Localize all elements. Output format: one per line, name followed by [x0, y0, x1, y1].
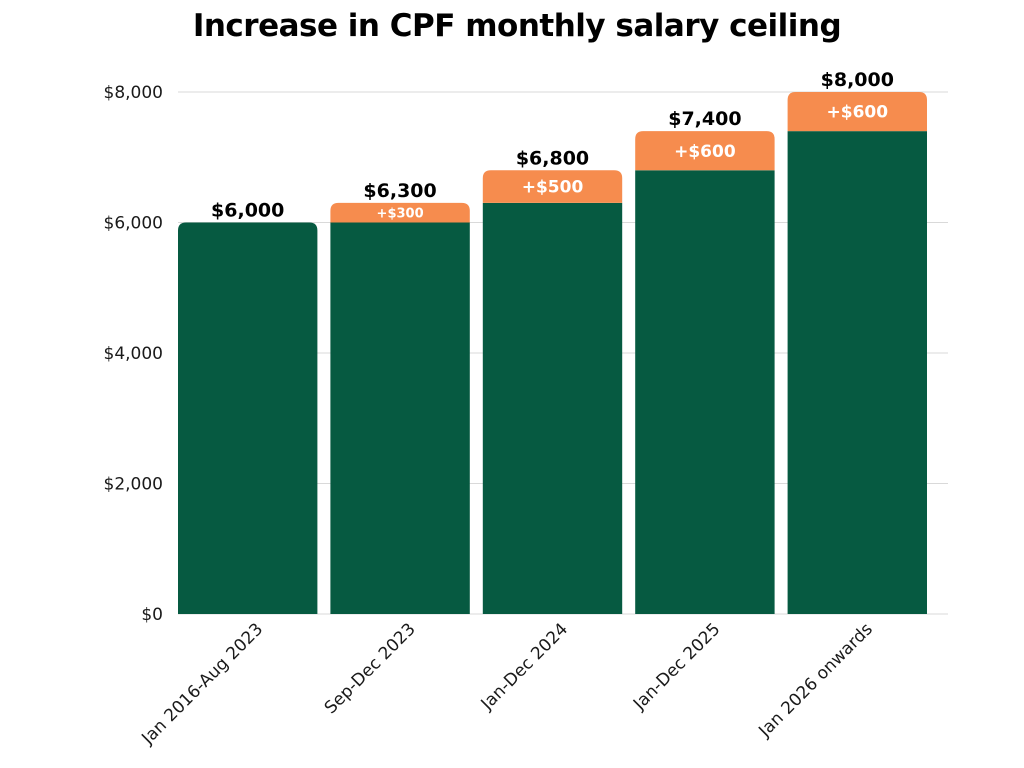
total-label: $7,400	[668, 108, 741, 130]
y-tick-label: $2,000	[104, 475, 163, 495]
total-label: $6,000	[211, 200, 284, 222]
y-axis: $0 $2,000 $4,000 $6,000 $8,000	[104, 83, 163, 625]
x-axis: Jan 2016-Aug 2023 Sep-Dec 2023 Jan-Dec 202…	[137, 619, 876, 749]
increment-label: +$600	[674, 142, 736, 162]
y-tick-label: $0	[141, 605, 163, 625]
chart-title: Increase in CPF monthly salary ceiling	[192, 8, 842, 44]
x-tick-label: Sep-Dec 2023	[321, 619, 420, 718]
total-label: $6,800	[516, 147, 589, 169]
total-label: $8,000	[821, 69, 894, 91]
x-tick-label: Jan 2016-Aug 2023	[137, 619, 267, 749]
bars	[178, 92, 927, 615]
y-tick-label: $4,000	[104, 344, 163, 364]
increment-label: +$500	[522, 178, 584, 198]
bar-base-segment	[178, 222, 318, 614]
bar-base-segment	[482, 202, 623, 615]
data-labels: $6,000 +$300 $6,300 +$500 $6,800 +$600 $7,400 +…	[211, 69, 894, 222]
bar-base-segment	[330, 222, 470, 614]
bar-base-segment	[635, 170, 775, 615]
y-tick-label: $6,000	[104, 214, 163, 234]
total-label: $6,300	[363, 180, 436, 202]
x-tick-label: Jan-Dec 2025	[629, 619, 724, 714]
bar-base-segment	[787, 131, 927, 614]
bar-increment-segment	[482, 170, 623, 203]
y-tick-label: $8,000	[104, 83, 163, 103]
increment-label: +$300	[377, 206, 424, 221]
x-tick-label: Jan 2026 onwards	[754, 619, 877, 742]
bar-increment-segment	[330, 202, 470, 223]
bar-increment-segment	[787, 92, 927, 132]
bar-increment-segment	[635, 131, 775, 171]
increment-label: +$600	[827, 103, 889, 123]
x-tick-label: Jan-Dec 2024	[477, 619, 572, 714]
